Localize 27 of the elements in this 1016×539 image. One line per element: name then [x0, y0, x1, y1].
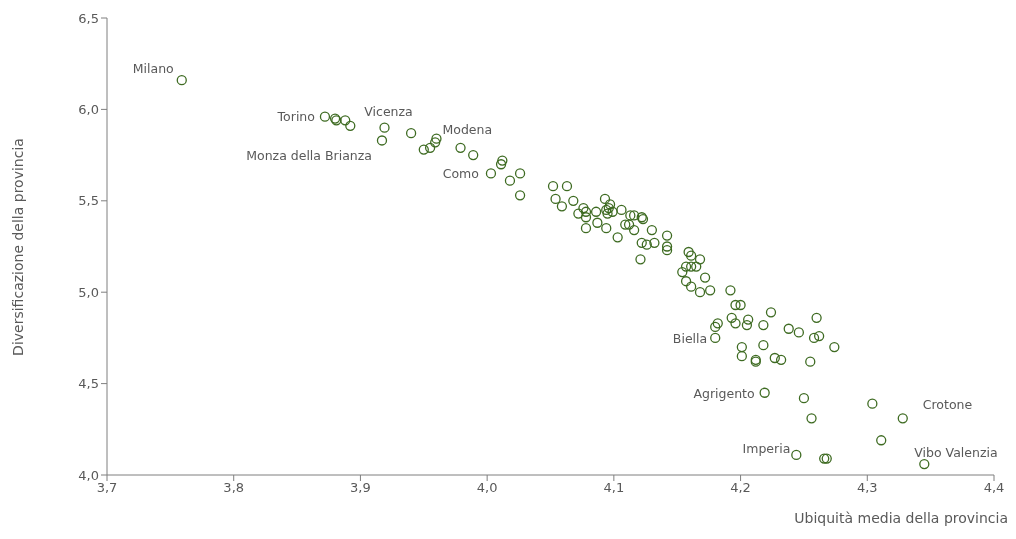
annotation: Crotone — [922, 396, 973, 412]
annotation: Milano — [132, 60, 174, 76]
y-tick-label: 6,5 — [78, 10, 99, 26]
annotation: Como — [442, 165, 479, 181]
x-tick-label: 4,4 — [983, 480, 1005, 496]
y-tick-label: 5,5 — [78, 193, 99, 209]
annotation: Torino — [277, 108, 315, 124]
y-axis-title: Diversificazione della provincia — [10, 137, 26, 356]
annotation: Monza della Brianza — [246, 147, 372, 163]
x-tick-label: 4,2 — [730, 480, 751, 496]
y-tick-label: 6,0 — [78, 102, 99, 118]
annotation: Vibo Valenzia — [914, 444, 998, 460]
y-tick-label: 5,0 — [78, 284, 99, 300]
y-tick-label: 4,0 — [78, 467, 99, 483]
y-tick-label: 4,5 — [78, 376, 99, 392]
annotation: Modena — [442, 121, 493, 137]
annotation: Agrigento — [693, 385, 755, 401]
x-tick-label: 4,1 — [603, 480, 625, 496]
x-tick-label: 3,9 — [350, 480, 371, 496]
annotation: Vicenza — [364, 103, 413, 119]
x-tick-label: 4,0 — [476, 480, 498, 496]
x-tick-label: 3,8 — [223, 480, 245, 496]
annotation: Imperia — [742, 440, 791, 456]
x-tick-label: 3,7 — [96, 480, 118, 496]
x-axis-title: Ubiquità media della provincia — [794, 510, 1008, 526]
annotation: Biella — [672, 330, 708, 346]
x-tick-label: 4,3 — [856, 480, 878, 496]
